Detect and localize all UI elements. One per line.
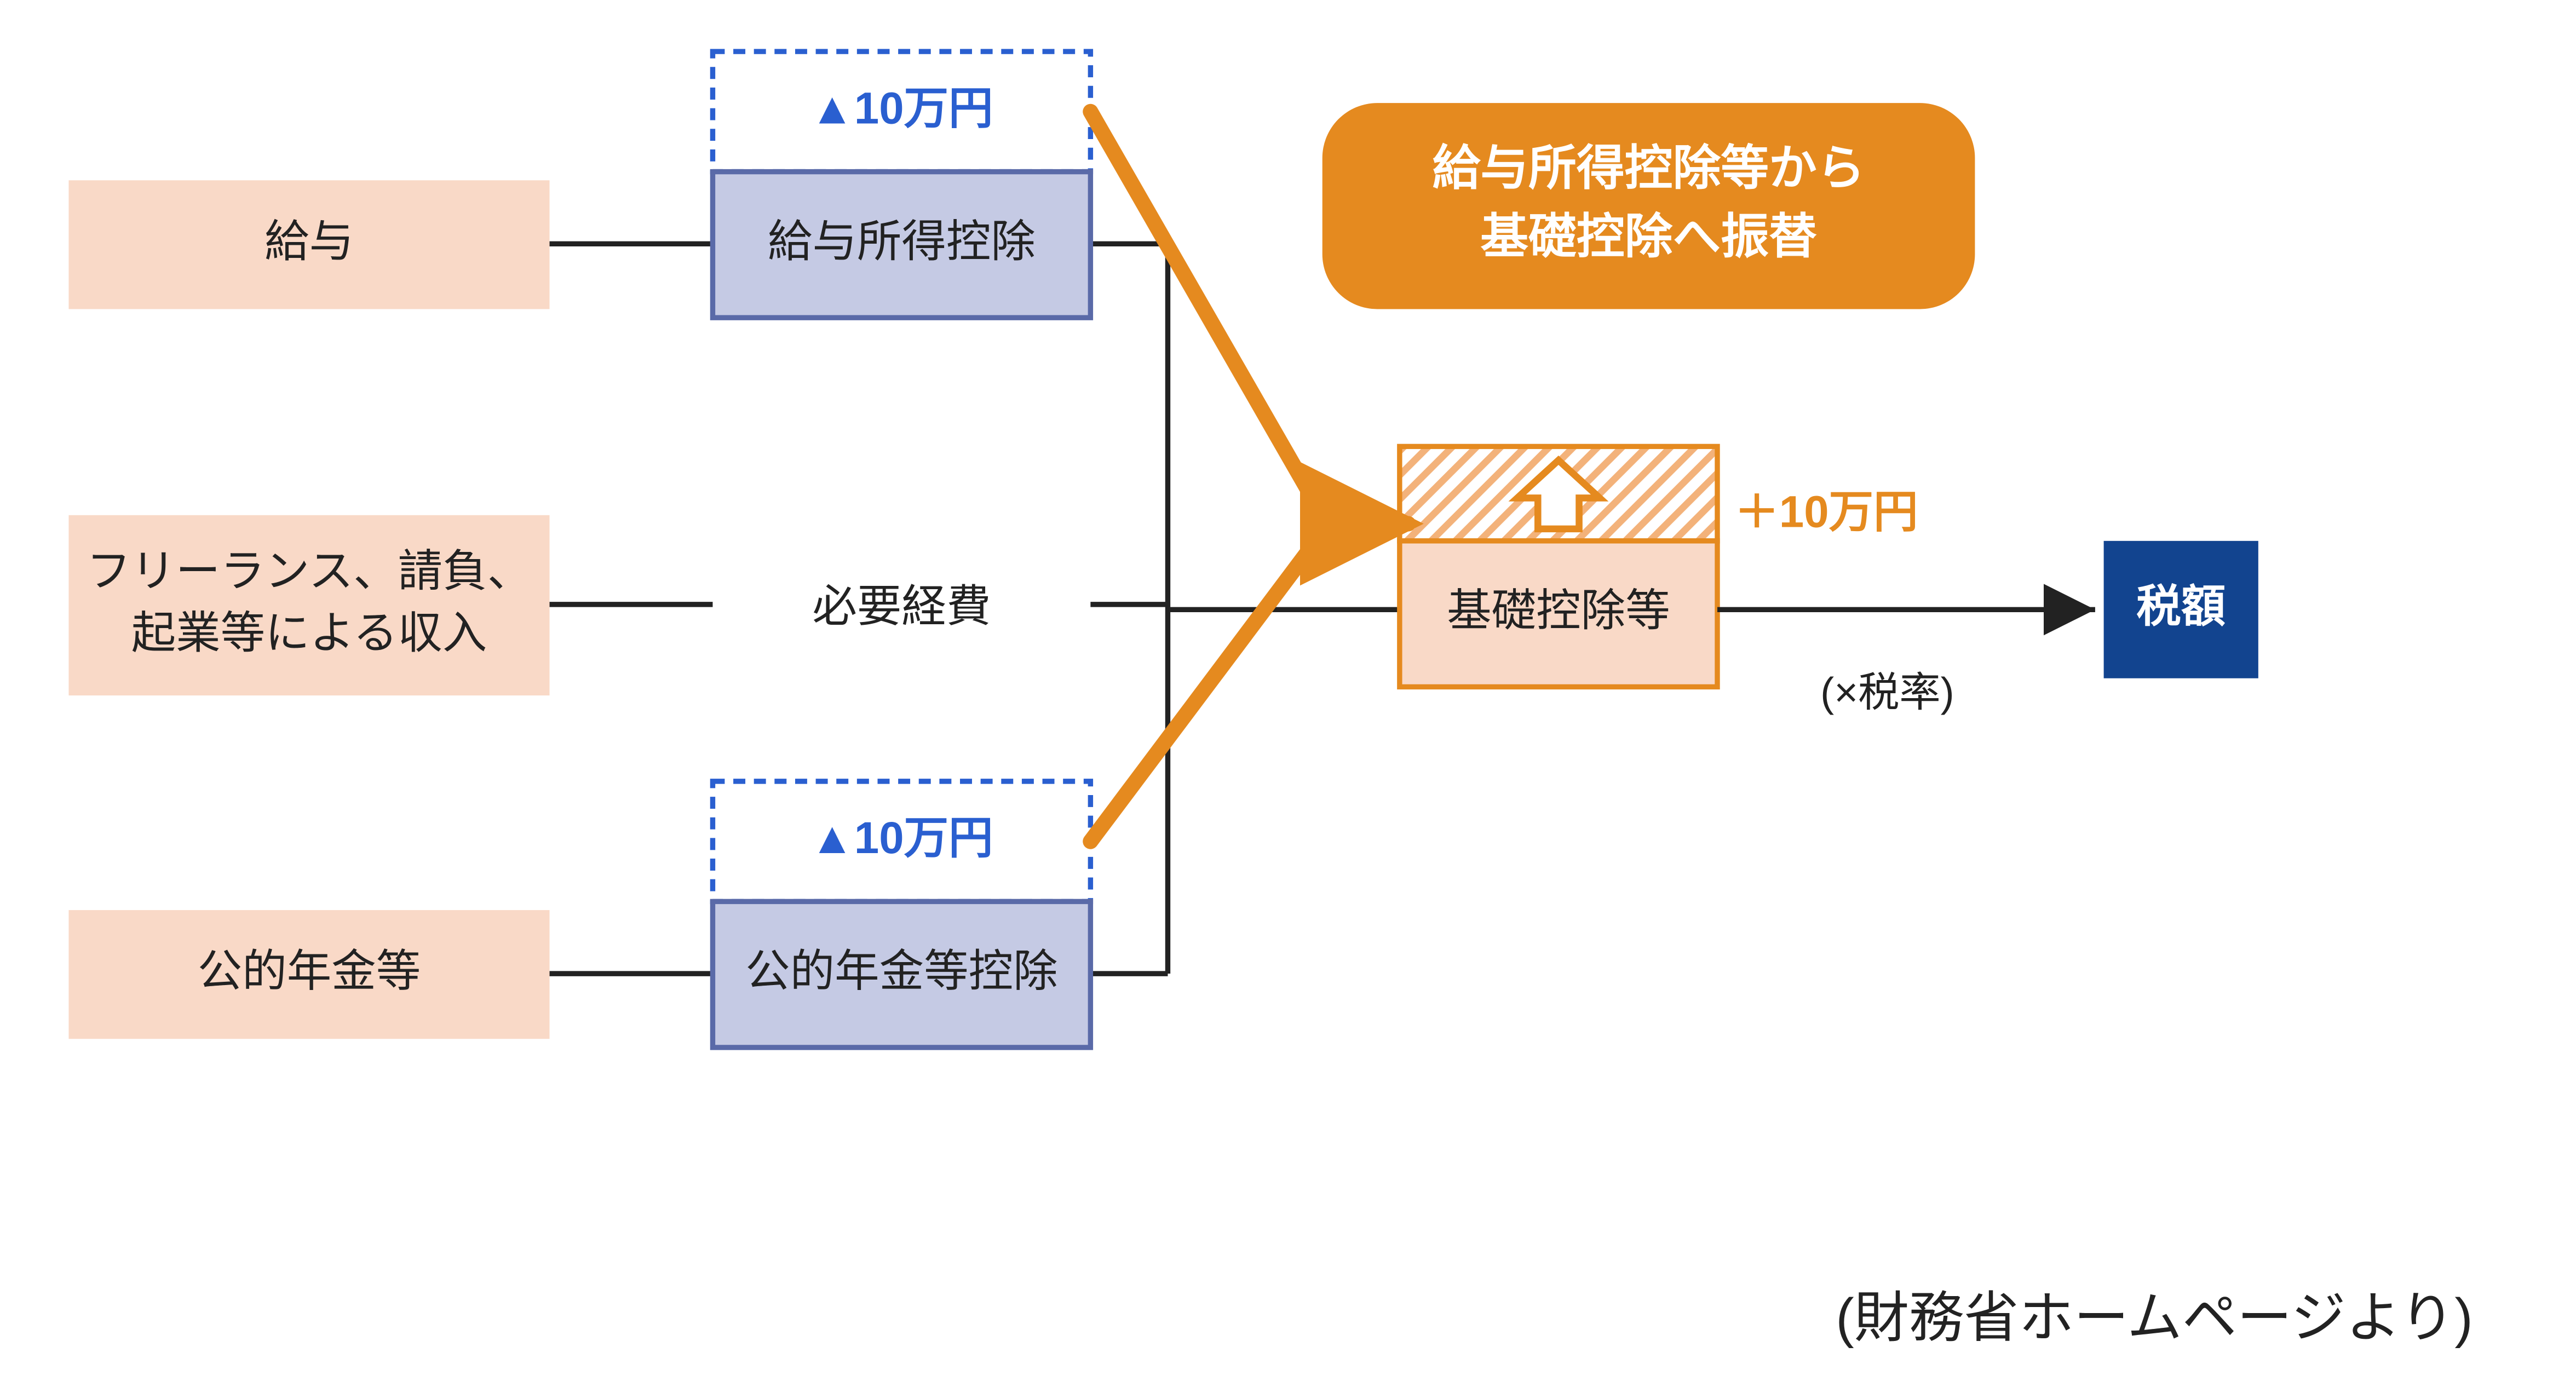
pension-deduction-label: 公的年金等控除 xyxy=(745,946,1058,996)
orange-merge-bottom xyxy=(1090,532,1322,841)
salary-deduction-label: 給与所得控除 xyxy=(768,216,1036,266)
pension-deduction-minus-label: ▲10万円 xyxy=(810,813,993,863)
salary-box-label: 給与 xyxy=(264,216,354,266)
callout-line2: 基礎控除へ振替 xyxy=(1480,210,1817,263)
tax-rate-label: (×税率) xyxy=(1820,669,1954,715)
plus-10man-label: ＋10万円 xyxy=(1734,487,1918,537)
expense-label: 必要経費 xyxy=(812,582,991,631)
freelance-box xyxy=(68,515,549,695)
orange-merge-top xyxy=(1090,112,1322,515)
freelance-box-label-2: 起業等による収入 xyxy=(131,608,487,658)
pension-box-label: 公的年金等 xyxy=(198,946,421,996)
tax-deduction-diagram: 給与フリーランス、請負、起業等による収入公的年金等▲10万円給与所得控除▲10万… xyxy=(0,0,2576,1374)
tax-label: 税額 xyxy=(2136,582,2226,631)
freelance-box-label-1: フリーランス、請負、 xyxy=(87,546,532,596)
source-label: (財務省ホームページより) xyxy=(1836,1287,2473,1349)
callout-box xyxy=(1323,103,1975,309)
basic-deduction-label: 基礎控除等 xyxy=(1447,586,1670,636)
salary-deduction-minus-label: ▲10万円 xyxy=(810,83,993,133)
callout-line1: 給与所得控除等から xyxy=(1432,141,1865,195)
